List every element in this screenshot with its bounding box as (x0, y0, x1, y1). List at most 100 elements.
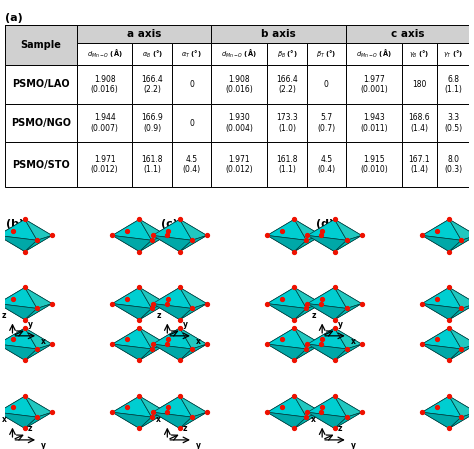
Polygon shape (335, 304, 362, 320)
Polygon shape (0, 231, 25, 251)
Polygon shape (139, 396, 166, 417)
Polygon shape (449, 235, 474, 251)
Polygon shape (308, 299, 335, 320)
Text: 166.4
(2.2): 166.4 (2.2) (141, 75, 163, 94)
Bar (307, 142, 346, 187)
Bar (307, 43, 346, 65)
Bar (346, 142, 402, 187)
Bar (5, 104, 77, 142)
Bar (267, 65, 307, 104)
Polygon shape (0, 235, 37, 251)
Polygon shape (294, 304, 321, 320)
Polygon shape (294, 344, 321, 360)
Polygon shape (0, 304, 37, 320)
Polygon shape (282, 328, 321, 344)
Polygon shape (282, 219, 321, 235)
Polygon shape (153, 219, 180, 235)
Polygon shape (180, 219, 207, 240)
Text: y: y (41, 441, 46, 449)
Polygon shape (267, 287, 307, 308)
Bar (5, 142, 77, 187)
Polygon shape (127, 396, 166, 412)
Bar (132, 142, 172, 187)
Bar (402, 65, 437, 104)
Text: x: x (156, 415, 161, 424)
Polygon shape (0, 299, 25, 320)
Text: 173.3
(1.0): 173.3 (1.0) (276, 113, 298, 133)
Polygon shape (13, 339, 52, 360)
Polygon shape (153, 235, 192, 251)
Text: b axis: b axis (262, 29, 296, 39)
Polygon shape (267, 407, 294, 428)
Polygon shape (437, 219, 474, 235)
Polygon shape (167, 328, 207, 344)
Text: z: z (2, 311, 6, 320)
Polygon shape (267, 304, 307, 320)
Bar (267, 104, 307, 142)
Polygon shape (422, 328, 449, 344)
Polygon shape (25, 396, 52, 417)
Bar (77, 65, 132, 104)
Polygon shape (139, 412, 166, 428)
Polygon shape (422, 219, 461, 240)
Polygon shape (335, 396, 362, 417)
Text: 1.908
(0.016): 1.908 (0.016) (91, 75, 118, 94)
Polygon shape (449, 344, 474, 360)
Bar (346, 65, 402, 104)
Text: $\gamma_T$ (°): $\gamma_T$ (°) (443, 48, 463, 60)
Text: z: z (337, 423, 342, 432)
Polygon shape (127, 231, 166, 251)
Text: 161.8
(1.1): 161.8 (1.1) (141, 154, 163, 174)
Polygon shape (267, 299, 294, 320)
Polygon shape (25, 219, 52, 240)
Polygon shape (335, 235, 362, 251)
Text: $\alpha_T$ (°): $\alpha_T$ (°) (182, 48, 202, 60)
Polygon shape (0, 328, 37, 349)
Polygon shape (282, 287, 321, 304)
Polygon shape (153, 299, 180, 320)
Bar (267, 43, 307, 65)
Polygon shape (322, 396, 362, 412)
Polygon shape (267, 328, 307, 349)
Polygon shape (0, 219, 25, 235)
Polygon shape (294, 412, 321, 428)
Text: 6.8
(1.1): 6.8 (1.1) (444, 75, 462, 94)
Polygon shape (0, 412, 37, 428)
Polygon shape (322, 231, 362, 251)
Polygon shape (127, 287, 166, 304)
Polygon shape (322, 328, 362, 344)
Polygon shape (308, 219, 335, 235)
Bar (211, 104, 267, 142)
Polygon shape (13, 299, 52, 320)
Polygon shape (112, 344, 152, 360)
Polygon shape (308, 396, 347, 417)
Bar (211, 43, 267, 65)
Polygon shape (282, 299, 321, 320)
Polygon shape (112, 299, 139, 320)
Polygon shape (322, 219, 362, 235)
Polygon shape (335, 328, 362, 349)
Bar (172, 104, 211, 142)
Polygon shape (267, 396, 294, 412)
Polygon shape (335, 287, 362, 308)
Polygon shape (308, 287, 347, 308)
Text: 0: 0 (189, 80, 194, 89)
Polygon shape (294, 396, 321, 417)
Text: $\beta_T$ (°): $\beta_T$ (°) (316, 48, 337, 60)
Polygon shape (267, 396, 307, 417)
Polygon shape (422, 299, 449, 320)
Bar (437, 142, 469, 187)
Polygon shape (153, 231, 180, 251)
Polygon shape (153, 287, 192, 308)
Polygon shape (422, 287, 449, 304)
Polygon shape (437, 287, 474, 304)
Bar (172, 43, 211, 65)
Polygon shape (139, 219, 166, 240)
Polygon shape (308, 235, 347, 251)
Polygon shape (139, 328, 166, 349)
Polygon shape (153, 344, 192, 360)
Text: x: x (196, 337, 201, 346)
Polygon shape (322, 339, 362, 360)
Polygon shape (322, 299, 362, 320)
Bar (307, 65, 346, 104)
